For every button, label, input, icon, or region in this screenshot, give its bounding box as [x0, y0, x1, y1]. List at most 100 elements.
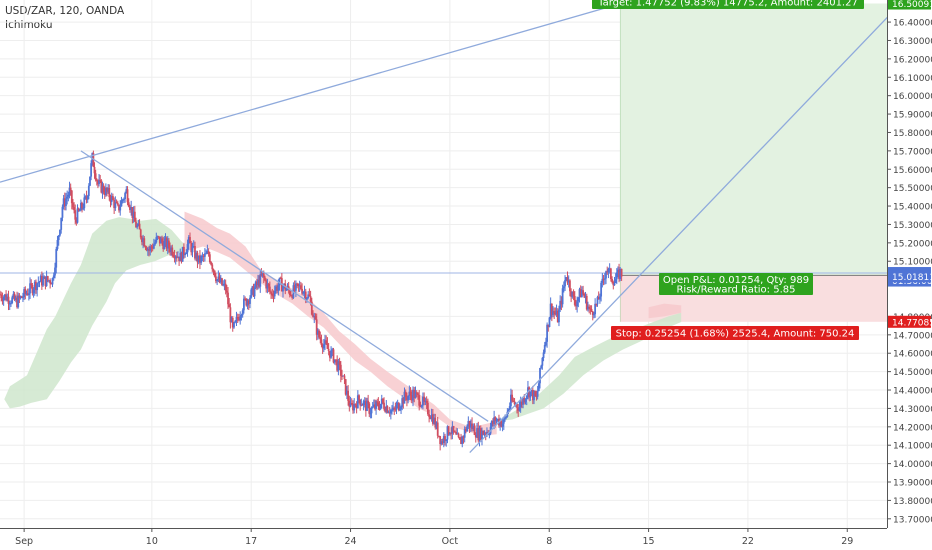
pnl-text: Open P&L: 0.01254, Qty: 989: [663, 275, 809, 286]
candle-up: [303, 291, 306, 293]
candle-down: [450, 433, 453, 435]
candle-up: [295, 283, 297, 291]
candle-up: [607, 268, 610, 273]
candle-down: [5, 294, 7, 301]
target-label: Target: 1.47752 (9.83%) 14775.2, Amount:…: [592, 0, 864, 9]
candle-up: [369, 413, 372, 415]
y-tick-label: 15.40000: [893, 203, 932, 213]
candle-up: [239, 316, 242, 321]
candle-up: [493, 417, 496, 424]
candle-down: [309, 296, 312, 302]
candle-down: [511, 394, 514, 401]
candle-up: [565, 277, 568, 281]
candle-up: [545, 341, 547, 345]
candle-up: [273, 290, 276, 297]
candle-up: [496, 419, 499, 421]
y-tick-label: 14.70000: [893, 331, 932, 341]
candle-down: [468, 420, 471, 428]
candle-up: [107, 187, 110, 192]
candle-down: [150, 246, 153, 248]
candle-up: [481, 430, 483, 440]
candle-down: [367, 400, 370, 404]
candle-up: [66, 196, 69, 199]
candle-up: [154, 242, 156, 245]
candle-up: [508, 406, 511, 411]
candle-down: [265, 280, 268, 289]
candle-up: [12, 293, 15, 298]
ichimoku-cloud-red: [184, 211, 497, 436]
y-tick-label: 14.40000: [893, 387, 932, 397]
candle-up: [422, 396, 424, 406]
candle-down: [35, 281, 37, 291]
candle-down: [161, 238, 163, 243]
candle-up: [371, 406, 374, 408]
y-tick-label: 15.50000: [893, 184, 932, 194]
candle-up: [495, 420, 498, 422]
candle-down: [175, 256, 178, 258]
uptrend-line: [469, 0, 905, 454]
candle-up: [501, 423, 504, 427]
candle-up: [445, 439, 448, 442]
candle-down: [102, 185, 105, 193]
candle-up: [234, 320, 237, 323]
candle-down: [190, 243, 193, 253]
candle-up: [530, 389, 533, 392]
candle-down: [341, 375, 343, 377]
candle-up: [561, 288, 564, 305]
candle-up: [186, 244, 189, 253]
candle-down: [304, 291, 307, 300]
candle-up: [353, 403, 356, 411]
candle-down: [158, 236, 161, 244]
candle-up: [540, 365, 543, 369]
candle-down: [139, 229, 142, 238]
candle-down: [211, 264, 214, 270]
candle-down: [384, 408, 387, 412]
y-tick-label: 15.90000: [893, 111, 932, 121]
candle-down: [431, 414, 434, 424]
candle-up: [230, 317, 233, 323]
candle-up: [349, 403, 352, 407]
candle-up: [524, 399, 527, 403]
x-tick-label: 10: [146, 536, 158, 547]
candle-up: [403, 391, 406, 404]
candle-down: [24, 289, 27, 294]
candle-down: [30, 283, 33, 286]
candle-down: [63, 198, 66, 207]
candle-up: [617, 269, 619, 273]
candle-up: [254, 281, 257, 288]
candle-down: [72, 203, 74, 208]
candle-up: [179, 252, 182, 262]
candle-up: [601, 278, 604, 283]
candle-up: [86, 195, 89, 200]
candle-down: [575, 304, 577, 307]
candle-down: [299, 285, 302, 289]
candle-down: [355, 404, 358, 409]
candle-down: [588, 306, 591, 309]
candle-down: [215, 276, 217, 282]
candle-up: [435, 422, 438, 428]
candle-up: [197, 255, 200, 263]
y-tick-label: 13.70000: [893, 515, 932, 525]
candle-up: [249, 297, 251, 304]
x-tick-label: 8: [546, 536, 552, 547]
candle-up: [372, 404, 375, 407]
candle-up: [149, 246, 152, 251]
candle-up: [552, 311, 554, 315]
candle-up: [306, 298, 308, 300]
candle-down: [602, 278, 605, 280]
candle-down: [409, 391, 412, 396]
candle-down: [169, 247, 171, 252]
candle-up: [61, 206, 64, 218]
candle-up: [324, 340, 326, 345]
candle-up: [195, 252, 198, 259]
candle-down: [516, 403, 518, 408]
candle-down: [106, 187, 108, 192]
candle-down: [589, 308, 592, 310]
candle-down: [471, 423, 473, 430]
y-tick-label: 16.40000: [893, 19, 932, 29]
candle-down: [531, 389, 534, 401]
candle-up: [366, 400, 368, 411]
candle-down: [165, 238, 168, 249]
candle-up: [121, 199, 124, 201]
